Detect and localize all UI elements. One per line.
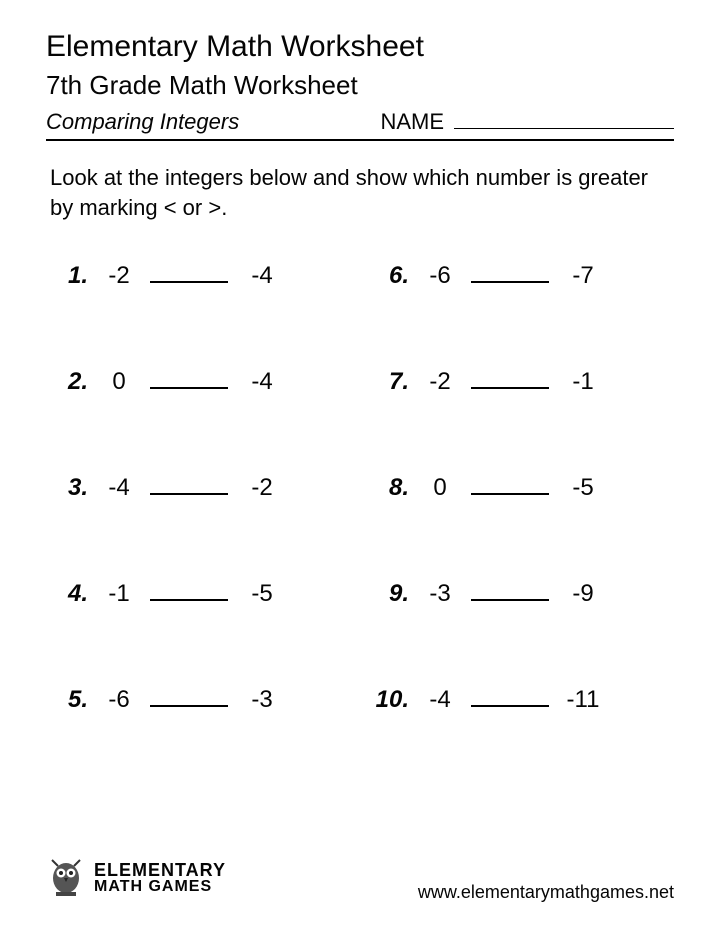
answer-blank[interactable] (150, 371, 228, 389)
problem-number: 9. (375, 580, 419, 608)
problem-9: 9. -3 -9 (375, 580, 666, 608)
right-value: -4 (238, 262, 286, 290)
right-value: -7 (559, 262, 607, 290)
problem-number: 10. (375, 686, 419, 714)
instructions: Look at the integers below and show whic… (50, 163, 670, 222)
right-value: -11 (559, 686, 607, 714)
problem-number: 4. (54, 580, 98, 608)
answer-blank[interactable] (150, 477, 228, 495)
problem-5: 5. -6 -3 (54, 686, 345, 714)
left-value: -2 (98, 262, 140, 290)
logo-text: ELEMENTARY MATH GAMES (94, 862, 226, 894)
right-value: -5 (559, 474, 607, 502)
problem-number: 7. (375, 368, 419, 396)
problem-7: 7. -2 -1 (375, 368, 666, 396)
problem-8: 8. 0 -5 (375, 474, 666, 502)
topic-label: Comparing Integers (46, 109, 239, 135)
problem-3: 3. -4 -2 (54, 474, 345, 502)
answer-blank[interactable] (471, 265, 549, 283)
answer-blank[interactable] (471, 477, 549, 495)
left-value: -2 (419, 368, 461, 396)
right-value: -2 (238, 474, 286, 502)
problem-2: 2. 0 -4 (54, 368, 345, 396)
answer-blank[interactable] (471, 583, 549, 601)
answer-blank[interactable] (471, 371, 549, 389)
problem-number: 6. (375, 262, 419, 290)
answer-blank[interactable] (150, 583, 228, 601)
left-value: 0 (98, 368, 140, 396)
problem-number: 3. (54, 474, 98, 502)
main-title: Elementary Math Worksheet (46, 30, 674, 64)
problem-number: 5. (54, 686, 98, 714)
problem-number: 1. (54, 262, 98, 290)
left-value: -4 (419, 686, 461, 714)
problem-1: 1. -2 -4 (54, 262, 345, 290)
right-value: -3 (238, 686, 286, 714)
name-label: NAME (380, 109, 454, 135)
problems-grid: 1. -2 -4 2. 0 -4 3. -4 -2 4. -1 -5 5. -6… (46, 262, 674, 714)
logo-line1: ELEMENTARY (94, 862, 226, 879)
sub-title: 7th Grade Math Worksheet (46, 70, 674, 101)
name-input-line[interactable] (454, 109, 674, 129)
left-value: -4 (98, 474, 140, 502)
problem-6: 6. -6 -7 (375, 262, 666, 290)
right-value: -4 (238, 368, 286, 396)
right-value: -5 (238, 580, 286, 608)
right-value: -1 (559, 368, 607, 396)
answer-blank[interactable] (150, 689, 228, 707)
problem-number: 2. (54, 368, 98, 396)
left-value: -6 (419, 262, 461, 290)
problem-4: 4. -1 -5 (54, 580, 345, 608)
footer: ELEMENTARY MATH GAMES www.elementarymath… (46, 854, 674, 903)
left-value: 0 (419, 474, 461, 502)
owl-icon (46, 854, 86, 903)
answer-blank[interactable] (471, 689, 549, 707)
problem-number: 8. (375, 474, 419, 502)
left-value: -1 (98, 580, 140, 608)
right-value: -9 (559, 580, 607, 608)
logo: ELEMENTARY MATH GAMES (46, 854, 226, 903)
website-url: www.elementarymathgames.net (418, 882, 674, 903)
logo-line2: MATH GAMES (94, 879, 226, 894)
problem-10: 10. -4 -11 (375, 686, 666, 714)
answer-blank[interactable] (150, 265, 228, 283)
topic-row: Comparing Integers NAME (46, 109, 674, 141)
left-value: -3 (419, 580, 461, 608)
left-value: -6 (98, 686, 140, 714)
